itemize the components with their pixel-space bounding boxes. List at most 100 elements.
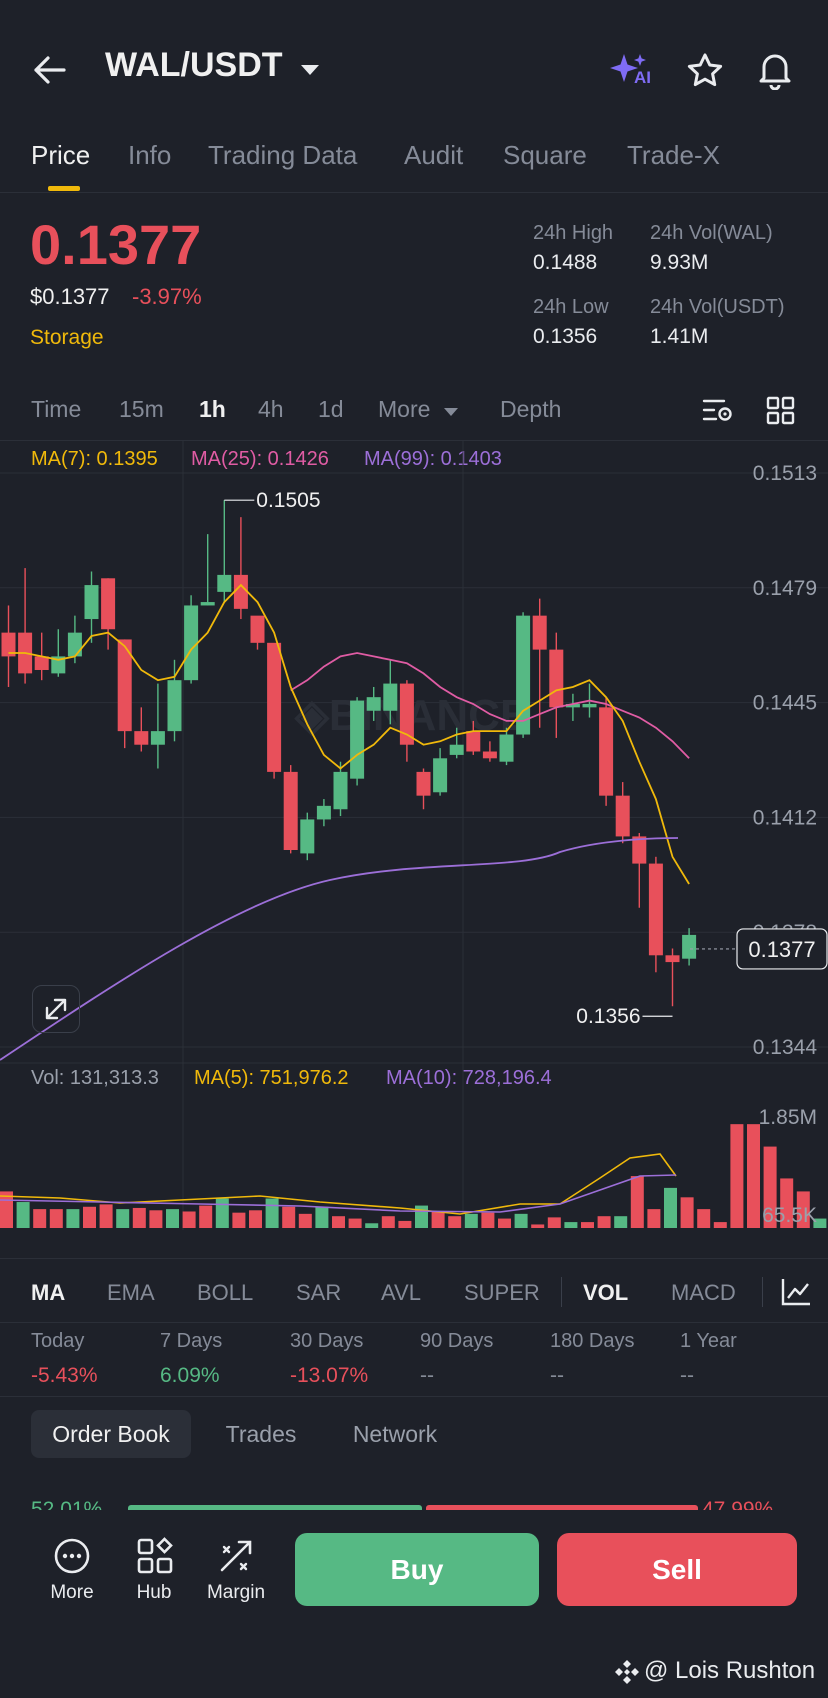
timeframe-1h[interactable]: 1h <box>199 396 226 422</box>
candle-body <box>67 632 82 657</box>
tab-order-book[interactable]: Order Book <box>31 1410 191 1458</box>
vol-ma10-legend: MA(10): 728,196.4 <box>386 1067 552 1089</box>
vol-quote-value: 1.41M <box>650 325 709 348</box>
chart-settings-icon[interactable] <box>702 396 734 426</box>
candle-body <box>184 605 199 681</box>
tab-square[interactable]: Square <box>503 140 587 170</box>
watermark: @ Lois Rushton <box>644 1657 816 1684</box>
depth-sell-fill <box>426 1505 698 1513</box>
tab-network[interactable]: Network <box>352 1420 438 1447</box>
candle-body <box>200 602 215 606</box>
timeframe-15m[interactable]: 15m <box>119 396 164 422</box>
vol-ma5-legend: MA(5): 751,976.2 <box>194 1067 349 1089</box>
price-axis-label: 0.1445 <box>753 692 817 715</box>
candle-body <box>283 771 298 851</box>
ma7-legend: MA(7): 0.1395 <box>31 448 158 470</box>
hub-icon[interactable] <box>136 1537 174 1575</box>
volume-bar <box>332 1216 345 1228</box>
indicator-chart-icon[interactable] <box>780 1277 812 1307</box>
high-value: 0.1488 <box>533 251 598 274</box>
chevron-down-icon[interactable] <box>443 405 459 417</box>
candle-body <box>267 642 282 772</box>
indicator-border-bottom <box>0 1322 828 1323</box>
performance-value: -- <box>680 1364 694 1387</box>
candle-body <box>84 585 99 620</box>
candle-body <box>449 744 464 755</box>
candle-body <box>51 656 66 674</box>
usd-price: $0.1377 <box>30 284 110 309</box>
candle-body <box>416 771 431 796</box>
star-icon[interactable] <box>686 52 724 90</box>
candle-body <box>682 934 697 959</box>
sell-button[interactable]: Sell <box>557 1533 797 1606</box>
candle-body <box>250 615 265 643</box>
indicator-avl[interactable]: AVL <box>381 1280 421 1305</box>
more-label[interactable]: More <box>50 1582 94 1603</box>
more-icon[interactable] <box>53 1537 91 1575</box>
vol-quote-label: 24h Vol(USDT) <box>650 296 785 318</box>
candlestick-chart[interactable]: ◈BINANCE0.15130.14790.14450.14120.13780.… <box>0 440 828 1230</box>
ma25-line <box>290 652 690 759</box>
indicator-ema[interactable]: EMA <box>107 1280 155 1305</box>
back-icon[interactable] <box>30 52 70 88</box>
margin-icon[interactable] <box>217 1537 255 1575</box>
indicator-boll[interactable]: BOLL <box>197 1280 254 1305</box>
margin-label[interactable]: Margin <box>206 1582 266 1603</box>
chevron-down-icon[interactable] <box>299 62 321 78</box>
candle-body <box>134 731 149 745</box>
volume-bar <box>215 1198 229 1228</box>
performance-border <box>0 1396 828 1397</box>
buy-button[interactable]: Buy <box>295 1533 539 1606</box>
indicator-super[interactable]: SUPER <box>464 1280 540 1305</box>
volume-bar <box>249 1210 262 1228</box>
hub-label[interactable]: Hub <box>136 1582 172 1603</box>
volume-bar <box>697 1209 711 1228</box>
indicator-macd[interactable]: MACD <box>671 1280 736 1305</box>
indicator-vol[interactable]: VOL <box>583 1280 629 1305</box>
bell-icon[interactable] <box>756 50 794 91</box>
volume-bar <box>813 1218 827 1228</box>
timeframe-4h[interactable]: 4h <box>258 396 284 422</box>
last-price: 0.1377 <box>30 213 202 276</box>
volume-bar <box>630 1176 644 1228</box>
grid-layout-icon[interactable] <box>766 396 796 426</box>
candle-body <box>532 615 547 650</box>
category-tag[interactable]: Storage <box>30 326 104 349</box>
depth-buy-fill <box>128 1505 423 1513</box>
diamond-logo-icon <box>614 1659 640 1685</box>
tab-audit[interactable]: Audit <box>404 140 464 170</box>
tab-trades[interactable]: Trades <box>225 1420 297 1447</box>
expand-icon[interactable] <box>32 985 80 1033</box>
candle-body <box>300 819 315 854</box>
performance-value: 6.09% <box>160 1364 220 1387</box>
volume-bar <box>730 1124 744 1228</box>
tab-info[interactable]: Info <box>128 140 172 170</box>
volume-bar <box>365 1223 379 1228</box>
volume-bar <box>481 1212 495 1228</box>
price-axis-label: 0.1344 <box>753 1036 818 1059</box>
last-price-label: 0.1377 <box>748 937 815 962</box>
timeframe-time[interactable]: Time <box>31 396 82 422</box>
indicator-sar[interactable]: SAR <box>296 1280 342 1305</box>
volume-bar <box>282 1206 296 1228</box>
indicator-ma[interactable]: MA <box>31 1280 66 1305</box>
tab-price[interactable]: Price <box>31 140 91 170</box>
volume-bar <box>597 1216 611 1228</box>
volume-bar <box>713 1222 727 1228</box>
candle-body <box>350 700 365 779</box>
timeframe-more[interactable]: More <box>378 396 431 422</box>
volume-bar <box>581 1222 594 1228</box>
volume-bar <box>149 1210 163 1228</box>
volume-bar <box>116 1209 130 1228</box>
vol-base-value: 9.93M <box>650 251 709 274</box>
volume-bar <box>49 1209 63 1228</box>
tab-trading-data[interactable]: Trading Data <box>208 140 358 170</box>
timeframe-depth[interactable]: Depth <box>500 396 562 422</box>
pair-title[interactable]: WAL/USDT <box>105 46 283 84</box>
ma99-line <box>0 837 679 1061</box>
depth-ratio-bar <box>128 1505 698 1513</box>
ai-sparkle-icon[interactable]: AI <box>610 52 654 92</box>
tab-trade-x[interactable]: Trade-X <box>627 140 720 170</box>
timeframe-1d[interactable]: 1d <box>318 396 344 422</box>
volume-bar <box>182 1211 196 1228</box>
